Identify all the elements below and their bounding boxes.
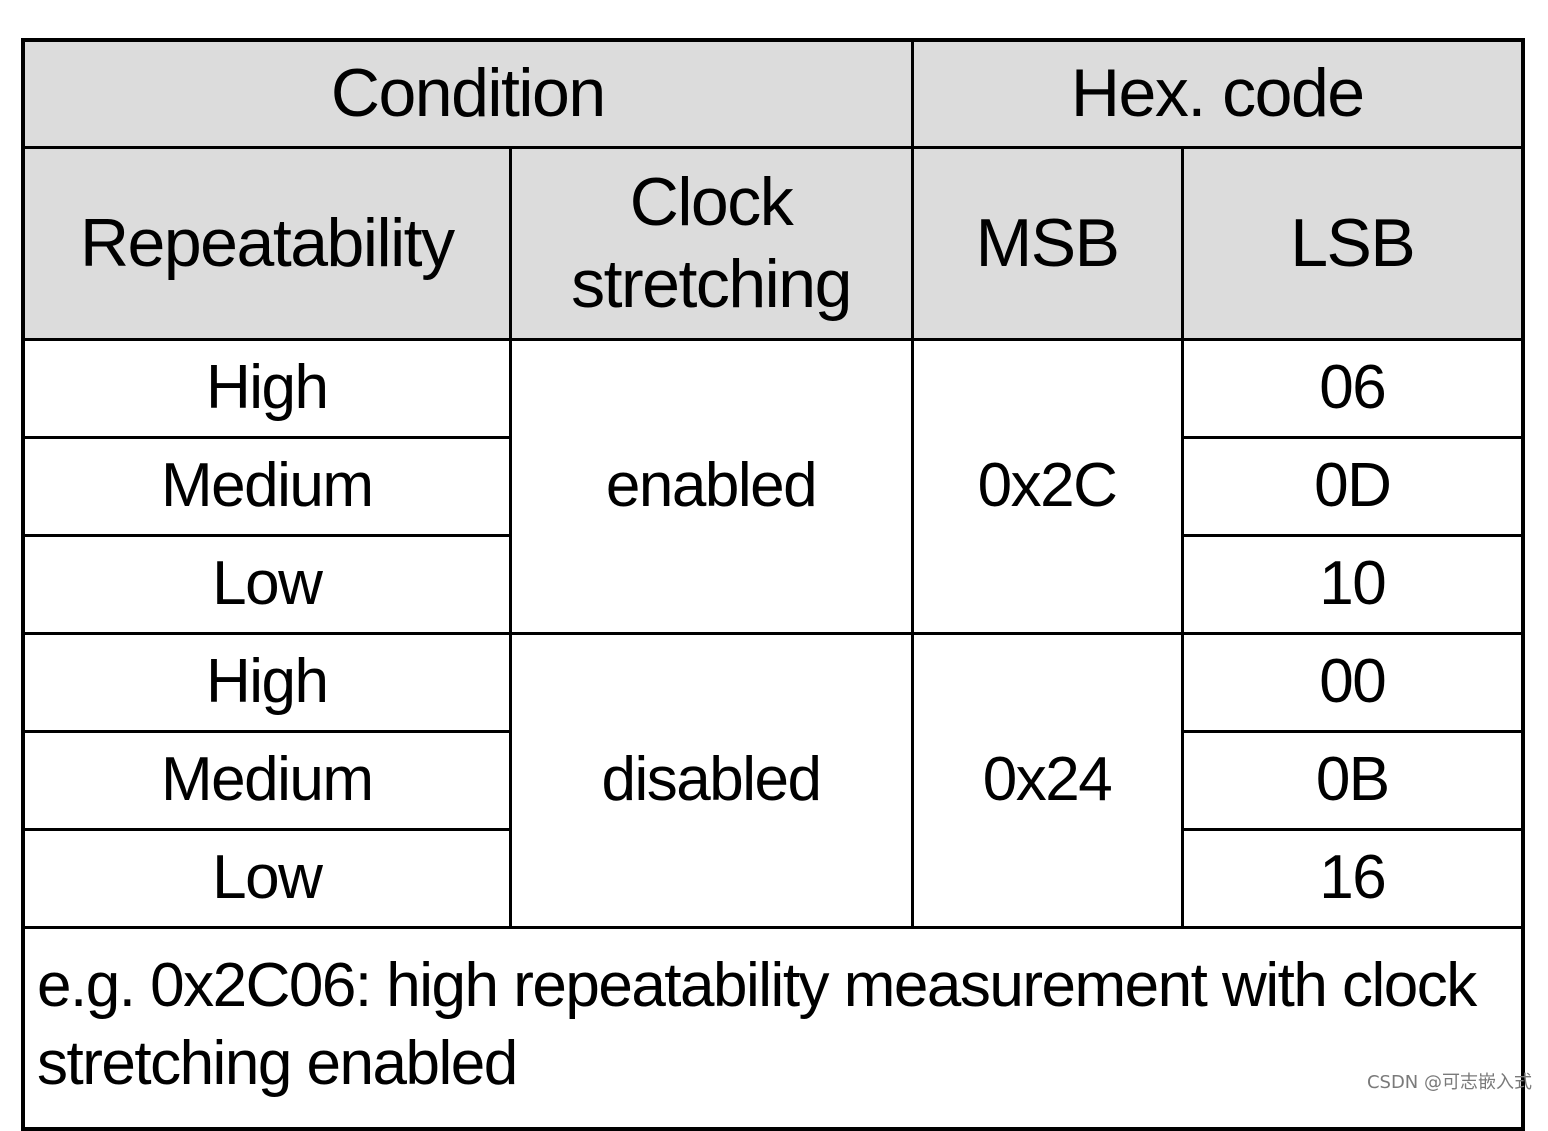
repeatability-cell: Medium [21,436,512,537]
repeatability-cell: Medium [21,730,512,831]
example-note: e.g. 0x2C06: high repeatability measurem… [21,926,1525,1131]
lsb-cell: 10 [1180,534,1525,635]
header-row-sub: Repeatability Clock stretching MSB LSB [21,146,1525,341]
lsb-cell: 06 [1180,338,1525,439]
msb-cell: 0x2C [910,338,1184,635]
table-row: High enabled 0x2C 06 [21,338,1525,635]
header-lsb: LSB [1180,146,1525,341]
table-row: Medium 0B [21,730,1525,831]
header-clock-stretching: Clock stretching [508,146,914,341]
lsb-cell: 16 [1180,828,1525,929]
clock-stretching-cell: disabled [508,632,914,929]
repeatability-cell: High [21,632,512,733]
lsb-cell: 0D [1180,436,1525,537]
command-table: Condition Hex. code Repeatability Clock … [21,38,1526,1131]
header-clock-stretching-line1: Clock [629,163,794,240]
table-row: High disabled 0x24 00 [21,632,1525,929]
msb-cell: 0x24 [910,632,1184,929]
table-row: Medium 0D [21,436,1525,537]
watermark-text: CSDN @可志嵌入式 [1366,1072,1532,1093]
header-condition: Condition [21,38,914,149]
header-msb: MSB [910,146,1184,341]
header-hex-code: Hex. code [910,38,1525,149]
lsb-cell: 00 [1180,632,1525,733]
repeatability-cell: Low [21,534,512,635]
table-row: Low 16 [21,828,1525,929]
lsb-cell: 0B [1180,730,1525,831]
table-row: Low 10 [21,534,1525,635]
note-row: e.g. 0x2C06: high repeatability measurem… [21,926,1525,1131]
repeatability-cell: Low [21,828,512,929]
header-clock-stretching-line2: stretching [571,245,852,322]
header-row-top: Condition Hex. code [21,38,1525,149]
clock-stretching-cell: enabled [508,338,914,635]
repeatability-cell: High [21,338,512,439]
header-repeatability: Repeatability [21,146,512,341]
